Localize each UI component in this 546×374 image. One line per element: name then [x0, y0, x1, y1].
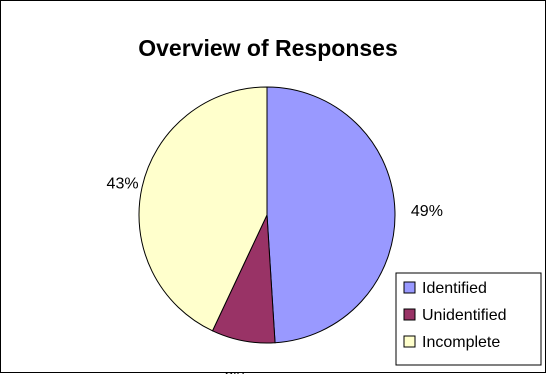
- pie-slice-incomplete: [138, 86, 268, 332]
- legend-box: [395, 272, 542, 366]
- legend-label-incomplete: Incomplete: [422, 334, 500, 351]
- legend-label-unidentified: Unidentified: [422, 307, 507, 324]
- percent-label-unidentified: 8%: [225, 370, 248, 374]
- legend-swatch-incomplete: [403, 335, 416, 348]
- pie-percent-labels: 49% 8% 43%: [107, 176, 443, 374]
- chart-legend: Identified Unidentified Incomplete: [395, 272, 542, 366]
- pie-slice-identified: [266, 86, 396, 344]
- percent-label-incomplete: 43%: [107, 176, 139, 193]
- legend-swatch-identified: [403, 281, 416, 294]
- pie-slices: [138, 86, 396, 344]
- percent-label-identified: 49%: [411, 203, 443, 220]
- legend-label-identified: Identified: [422, 280, 487, 297]
- chart-title: Overview of Responses: [138, 35, 398, 61]
- legend-swatch-unidentified: [403, 308, 416, 321]
